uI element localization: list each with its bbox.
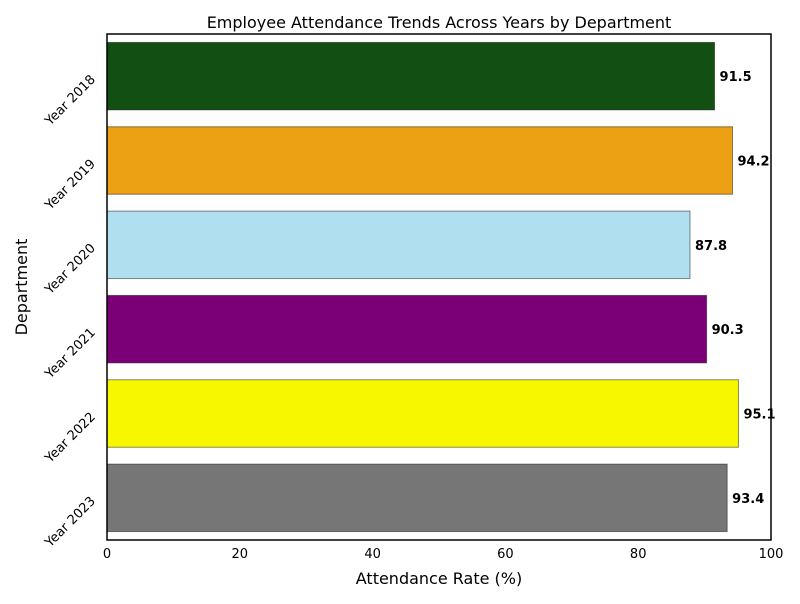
y-axis-label: Department	[12, 239, 31, 336]
x-tick-label-20: 20	[232, 547, 249, 562]
bar-value-label-4: 90.3	[712, 323, 744, 338]
bar-value-label-5: 95.1	[743, 408, 775, 423]
bar-value-label-6: 93.4	[732, 492, 764, 507]
bar-6	[106, 463, 728, 533]
bar-value-label-3: 87.8	[695, 239, 727, 254]
bar-3	[106, 210, 691, 280]
bar-value-label-2: 94.2	[737, 155, 769, 170]
x-tick-label-40: 40	[364, 547, 381, 562]
x-tick-label-100: 100	[759, 547, 784, 562]
bar-2	[106, 126, 733, 195]
x-axis-label: Attendance Rate (%)	[356, 569, 522, 588]
bar-5	[106, 379, 739, 448]
bars-layer: 91.5 94.2 87.8 90.3 95.1 93.4	[106, 41, 776, 533]
x-tick-label-80: 80	[630, 547, 647, 562]
x-tick-label-60: 60	[497, 547, 514, 562]
x-axis-ticks: 0 20 40 60 80 100	[103, 547, 784, 562]
bar-value-label-1: 91.5	[720, 70, 752, 85]
bar-4	[106, 294, 708, 364]
chart-title: Employee Attendance Trends Across Years …	[207, 13, 672, 32]
bar-1	[106, 41, 716, 111]
x-tick-label-0: 0	[103, 547, 111, 562]
plot-frame	[106, 33, 772, 541]
